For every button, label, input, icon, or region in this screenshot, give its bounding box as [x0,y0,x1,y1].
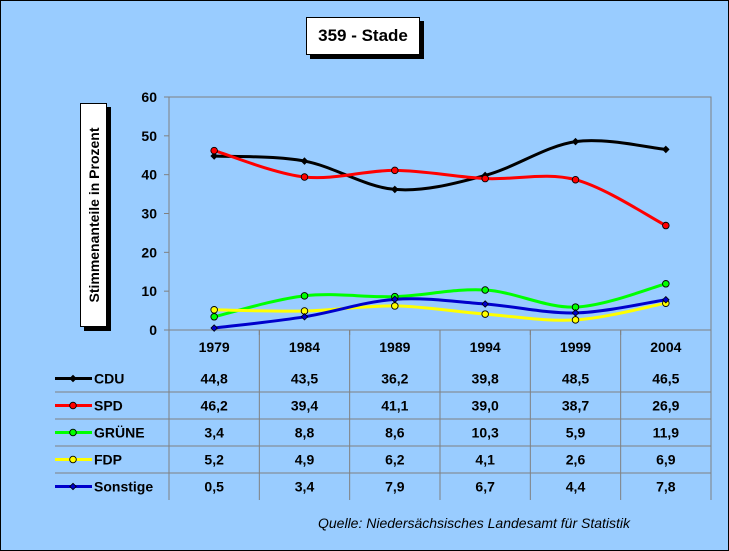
y-axis-label: Stimmenanteile in Prozent [85,127,102,303]
data-label-cdu: 39,8 [472,371,499,387]
data-label-sonstige: 6,7 [475,479,495,495]
data-point-fdp [571,316,580,324]
data-label-gr-ne: 11,9 [653,425,680,441]
data-point-sonstige [662,295,670,304]
data-label-fdp: 2,6 [566,452,586,468]
data-label-sonstige: 0,5 [204,479,224,495]
data-point-fdp [391,302,399,310]
y-axis-label-box: Stimmenanteile in Prozent [80,103,107,327]
y-tick-label: 60 [141,89,157,105]
data-label-cdu: 36,2 [381,371,408,387]
legend-label-spd: SPD [94,398,123,414]
chart-title: 359 - Stade [318,26,408,45]
data-label-fdp: 6,9 [656,452,676,468]
y-tick-label: 30 [141,206,157,222]
legend-marker-gr-ne [69,428,77,437]
data-point-gr-ne [481,286,489,294]
data-label-gr-ne: 10,3 [472,425,499,441]
data-point-sonstige [391,295,399,304]
data-point-fdp [210,306,218,314]
data-point-gr-ne [300,292,309,300]
legend-marker-fdp [69,455,77,464]
data-label-gr-ne: 5,9 [566,425,586,441]
data-point-cdu [571,137,580,146]
x-tick-label: 1999 [560,339,591,355]
data-label-spd: 38,7 [562,398,589,414]
legend-label-gr-ne: GRÜNE [94,425,145,441]
y-tick-label: 40 [141,167,157,183]
data-label-cdu: 43,5 [291,371,318,387]
data-point-fdp [481,310,489,318]
legend-marker-spd [69,401,77,410]
data-point-cdu [662,145,670,154]
x-tick-label: 1979 [199,339,230,355]
legend-label-cdu: CDU [94,371,124,387]
y-tick-label: 0 [149,322,157,338]
data-label-fdp: 4,9 [295,452,315,468]
y-tick-label: 20 [141,244,157,260]
data-label-spd: 39,4 [291,398,318,414]
legend-marker-sonstige [69,482,77,491]
chart-title-box: 359 - Stade [306,17,420,55]
data-point-spd [300,173,309,181]
data-label-sonstige: 7,9 [385,479,405,495]
data-label-gr-ne: 3,4 [204,425,224,441]
data-label-spd: 41,1 [381,398,408,414]
data-label-cdu: 46,5 [652,371,679,387]
data-label-cdu: 48,5 [562,371,589,387]
source-note: Quelle: Niedersächsisches Landesamt für … [318,515,631,531]
series-line-gr-ne [213,282,667,319]
x-tick-label: 2004 [650,339,681,355]
x-tick-label: 1984 [289,339,320,355]
data-point-spd [662,221,670,230]
legend-label-sonstige: Sonstige [94,479,153,495]
legend-marker-cdu [69,374,77,383]
data-label-gr-ne: 8,6 [385,425,405,441]
data-point-spd [210,146,218,155]
data-label-sonstige: 4,4 [566,479,586,495]
data-point-cdu [391,185,399,194]
axes: 0 10 20 30 40 50 60 1979 1984 1989 1994 1999 2004 [141,89,712,355]
data-label-fdp: 6,2 [385,452,405,468]
data-point-cdu [210,152,218,160]
data-point-gr-ne [662,280,670,288]
data-label-spd: 46,2 [201,398,228,414]
series-lines [213,139,667,330]
data-point-spd [571,175,580,184]
y-tick-label: 50 [141,128,157,144]
data-point-sonstige [481,300,489,308]
data-label-sonstige: 3,4 [295,479,315,495]
series-line-sonstige [213,297,667,330]
data-point-gr-ne [210,313,218,321]
x-tick-label: 1994 [470,339,501,355]
data-label-spd: 39,0 [472,398,499,414]
y-tick-label: 10 [141,283,157,299]
data-point-sonstige [300,313,309,321]
data-point-cdu [300,157,309,165]
series-line-cdu [214,139,666,192]
x-tick-label: 1989 [379,339,410,355]
data-point-spd [391,166,399,175]
data-point-sonstige [210,324,218,332]
data-label-gr-ne: 8,8 [295,425,315,441]
series-line-fdp [214,301,667,322]
data-table: CDU 44,8 43,5 36,2 39,8 48,5 46,5 SPD 46,2 39,4 41… [55,330,712,500]
data-label-cdu: 44,8 [201,371,228,387]
legend-label-fdp: FDP [94,452,122,468]
data-label-sonstige: 7,8 [656,479,676,495]
data-label-fdp: 5,2 [204,452,224,468]
data-label-fdp: 4,1 [475,452,495,468]
data-point-sonstige [571,309,580,317]
data-point-spd [481,174,489,183]
data-label-spd: 26,9 [652,398,679,414]
series-markers [210,137,670,332]
series-line-spd [213,149,667,227]
